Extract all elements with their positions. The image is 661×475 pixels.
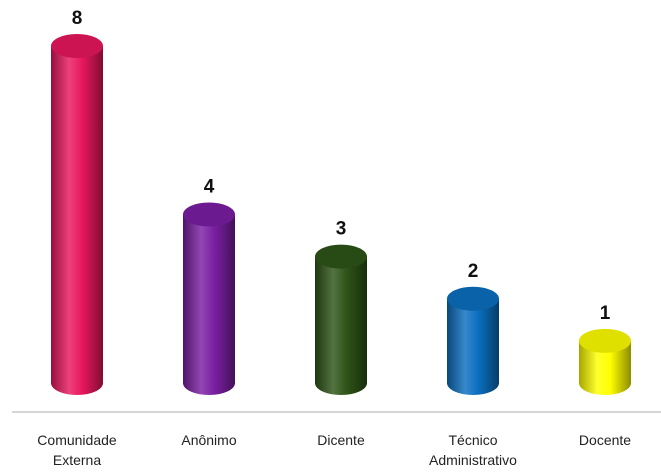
data-label-4: 2 — [468, 261, 479, 282]
category-label-2: Anônimo — [181, 432, 236, 448]
data-label-5: 1 — [600, 303, 611, 324]
bar-top — [315, 244, 367, 269]
bar-body — [315, 256, 367, 395]
bar-3 — [315, 244, 367, 395]
bar-body — [579, 340, 631, 395]
bar-5 — [579, 328, 631, 395]
bar-4 — [447, 286, 499, 395]
bar-2 — [183, 202, 235, 395]
category-label-5: Docente — [579, 432, 631, 448]
category-label-4: Técnico Administrativo — [429, 432, 517, 468]
bar-body — [183, 214, 235, 395]
category-label-1: Comunidade Externa — [37, 432, 117, 468]
bar-body — [447, 298, 499, 395]
bar-top — [579, 328, 631, 353]
bar-top — [447, 286, 499, 311]
data-labels-layer: 8 4 3 2 1 — [72, 8, 611, 324]
data-label-3: 3 — [336, 219, 347, 240]
category-labels-layer: Comunidade Externa Anônimo Dicente Técnico Ad… — [37, 432, 631, 468]
bar-1 — [51, 34, 103, 395]
bar-top — [51, 34, 103, 58]
bar-body — [51, 46, 103, 395]
bars-layer — [51, 34, 631, 395]
data-label-1: 8 — [72, 8, 83, 29]
data-label-2: 4 — [204, 177, 215, 198]
category-label-3: Dicente — [317, 432, 365, 448]
bar-top — [183, 202, 235, 227]
